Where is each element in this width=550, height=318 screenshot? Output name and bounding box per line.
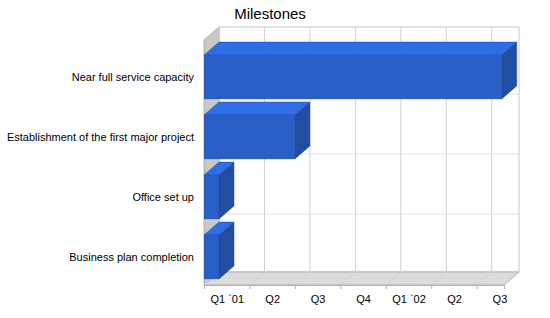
x-tick-label: Q1 `02 [392,293,426,305]
x-tick: Q3 [295,285,325,305]
bar [204,42,517,99]
row-grid-line [219,214,519,215]
y-tick-label: Establishment of the first major project [7,131,194,143]
y-tick: Office set up [132,191,194,203]
bar-side [219,162,234,219]
bar-front [204,55,502,99]
y-tick: Establishment of the first major project [7,131,194,143]
x-tick-label: Q3 [493,293,508,305]
x-tick: Q2 [432,285,462,305]
bars [204,42,517,279]
x-tick-mark [340,285,341,289]
x-tick-mark [295,285,296,289]
y-tick-label: Office set up [132,191,194,203]
bar-top [204,102,310,115]
x-tick-label: Q3 [311,293,326,305]
x-tick-mark [204,285,205,289]
title: Milestones [234,5,306,22]
bar [204,162,234,219]
plot-frame [204,27,519,285]
grid [204,27,519,285]
x-tick: Q1 `02 [386,285,426,305]
x-tick: Q4 [341,285,371,305]
bar-top [204,42,517,55]
y-tick: Near full service capacity [72,71,195,83]
bar [204,102,310,159]
bar-front [204,235,219,279]
x-tick: Q3 [477,285,507,305]
bar-front [204,115,295,159]
x-tick-mark [477,285,478,289]
bar-side [502,42,517,99]
x-axis-line [205,286,505,290]
x-tick-mark [249,285,250,289]
bar-side [295,102,310,159]
x-tick: Q1 `01 [205,285,245,305]
x-tick-label: Q2 [265,293,280,305]
bar [204,222,234,279]
chart: Q1 `01 Q2 Q3 Q4 Q1 `02 Q2 Q3 Near full service … [0,0,550,318]
y-tick: Business plan completion [69,251,194,263]
bar-side [219,222,234,279]
y-axis: Near full service capacity Establishment … [7,71,195,263]
x-tick-mark [386,285,387,289]
x-tick-label: Q1 `01 [210,293,244,305]
y-tick-label: Near full service capacity [72,71,195,83]
x-tick-label: Q4 [356,293,371,305]
x-tick-label: Q2 [447,293,462,305]
bar-front [204,175,219,219]
y-tick-label: Business plan completion [69,251,194,263]
x-tick-mark [431,285,432,289]
x-axis: Q1 `01 Q2 Q3 Q4 Q1 `02 Q2 Q3 [205,285,508,305]
x-tick: Q2 [250,285,280,305]
